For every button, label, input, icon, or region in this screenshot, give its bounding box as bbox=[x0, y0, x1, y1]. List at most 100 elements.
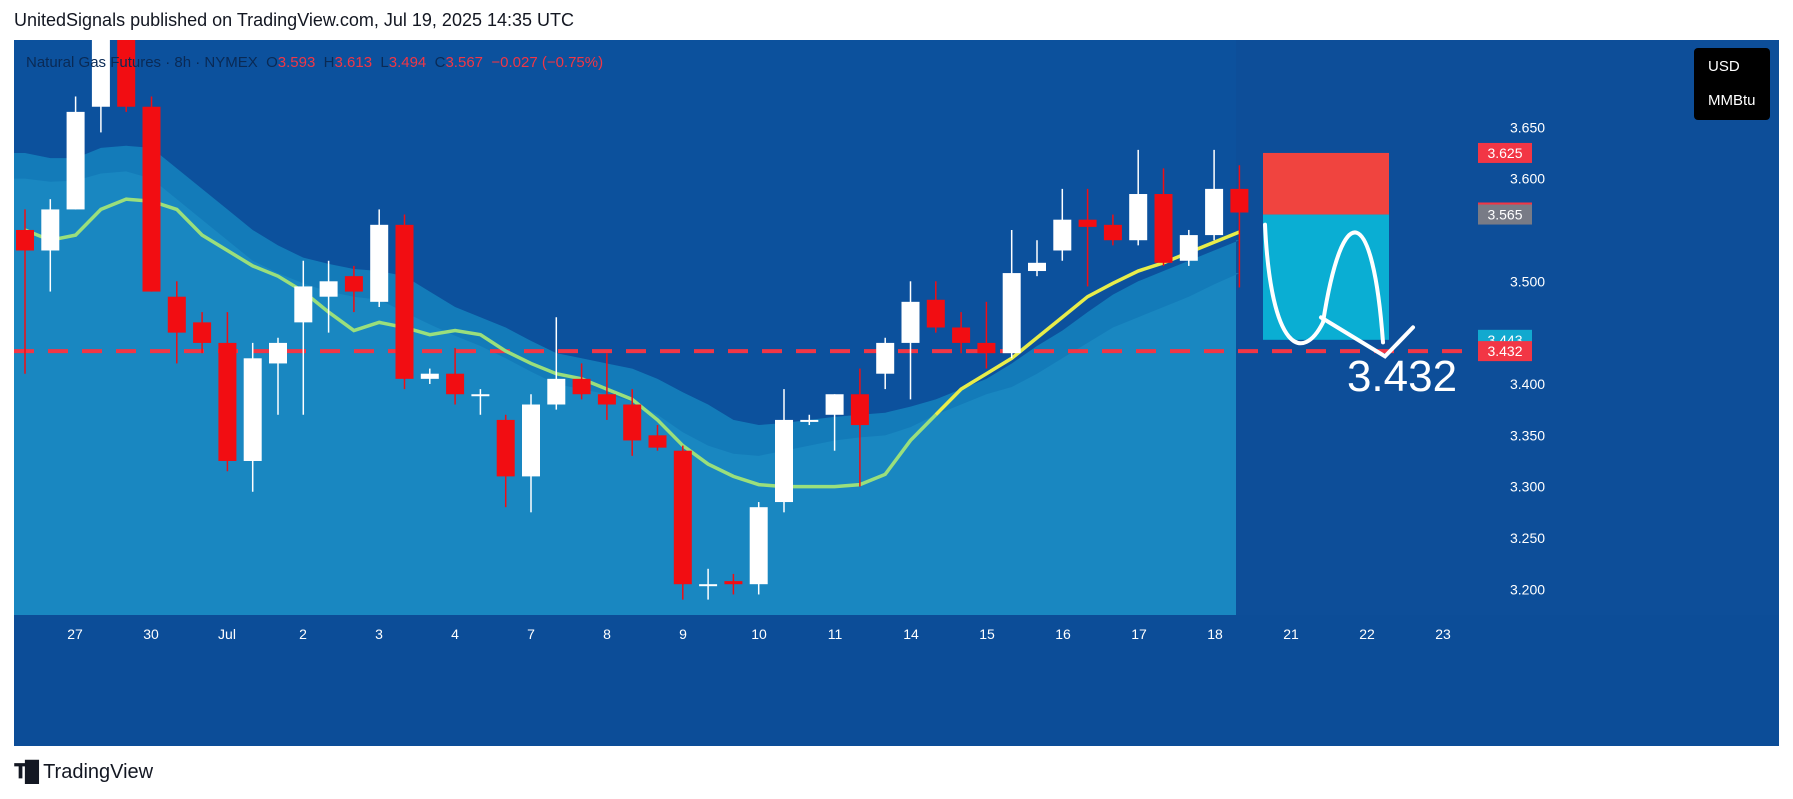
candle-body bbox=[724, 581, 743, 585]
unit-label[interactable]: MMBtu bbox=[1708, 92, 1756, 109]
candle-body bbox=[243, 358, 262, 461]
x-tick-label: 22 bbox=[1359, 626, 1375, 642]
candle-body bbox=[977, 342, 996, 354]
x-tick-label: 30 bbox=[143, 626, 159, 642]
target-annotation: 3.432 bbox=[1347, 352, 1457, 401]
low-label: L bbox=[380, 54, 389, 71]
stop-loss-zone[interactable] bbox=[1263, 152, 1389, 215]
candle-body bbox=[1154, 194, 1173, 263]
candle-body bbox=[395, 224, 414, 379]
price-label-text: 3.625 bbox=[1487, 145, 1522, 161]
x-tick-label: 23 bbox=[1435, 626, 1451, 642]
close-value: 3.567 bbox=[445, 54, 484, 71]
tradingview-logo-icon: 𝐓█ bbox=[14, 761, 39, 783]
candle-body bbox=[952, 327, 971, 343]
x-tick-label: 21 bbox=[1283, 626, 1299, 642]
candle-body bbox=[420, 373, 439, 379]
y-tick-label: 3.400 bbox=[1510, 376, 1545, 392]
candle-body bbox=[699, 584, 718, 587]
candle-body bbox=[800, 419, 819, 422]
candle-body bbox=[167, 296, 186, 333]
candle-body bbox=[901, 301, 920, 343]
candle-body bbox=[1230, 188, 1249, 213]
x-tick-label: 16 bbox=[1055, 626, 1071, 642]
candle-body bbox=[775, 419, 793, 503]
candle-body bbox=[522, 404, 540, 477]
price-label-tag bbox=[1478, 142, 1532, 163]
high-value: 3.613 bbox=[334, 54, 373, 71]
price-label-tag bbox=[1478, 204, 1532, 225]
symbol-name: Natural Gas Futures · 8h · NYMEX bbox=[26, 54, 258, 71]
x-tick-label: 14 bbox=[903, 626, 919, 642]
candle-body bbox=[876, 342, 895, 374]
chart-panel[interactable]: 3.432 3.200 3.250 3.300 3.350 3.400 3.500 3.600… bbox=[14, 40, 1779, 746]
candle-body bbox=[269, 342, 287, 364]
candle-body bbox=[648, 435, 667, 448]
y-tick-label: 3.250 bbox=[1510, 530, 1545, 546]
price-label-text: 3.432 bbox=[1487, 343, 1522, 359]
y-tick-label: 3.650 bbox=[1510, 119, 1545, 135]
candle-body bbox=[471, 394, 490, 397]
candle-body bbox=[319, 281, 338, 297]
y-tick-label: 3.200 bbox=[1510, 581, 1545, 597]
y-tick-label: 3.500 bbox=[1510, 273, 1545, 289]
brand-name: TradingView bbox=[43, 761, 154, 783]
high-label: H bbox=[323, 54, 335, 71]
y-tick-label: 3.300 bbox=[1510, 479, 1545, 495]
candle-body bbox=[1129, 194, 1148, 241]
candle-body bbox=[496, 419, 515, 477]
footer-brand: 𝐓█ TradingView bbox=[14, 761, 153, 784]
candle-body bbox=[597, 394, 616, 405]
x-tick-label: 2 bbox=[299, 626, 307, 642]
ema-cloud-inner bbox=[14, 171, 1240, 615]
candle-body bbox=[1179, 235, 1198, 261]
candle-body bbox=[1103, 224, 1122, 241]
x-tick-label: 7 bbox=[527, 626, 535, 642]
candle-body bbox=[66, 111, 85, 210]
currency-label[interactable]: USD bbox=[1708, 58, 1740, 75]
candle-body bbox=[193, 322, 212, 343]
publisher-header: UnitedSignals published on TradingView.c… bbox=[14, 10, 575, 30]
low-value: 3.494 bbox=[388, 54, 427, 71]
projection-arrow[interactable] bbox=[1263, 222, 1385, 346]
candle-body bbox=[218, 342, 237, 461]
candle-body bbox=[1002, 273, 1021, 354]
price-chart[interactable]: 3.432 3.200 3.250 3.300 3.350 3.400 3.500 3.600… bbox=[14, 40, 1779, 746]
arrow-head-icon bbox=[1319, 315, 1415, 359]
x-tick-label: 15 bbox=[979, 626, 995, 642]
x-tick-label: 17 bbox=[1131, 626, 1147, 642]
candle-body bbox=[825, 394, 844, 415]
close-label: C bbox=[434, 54, 446, 71]
x-tick-label: 9 bbox=[679, 626, 687, 642]
open-label: O bbox=[266, 54, 278, 71]
candle-body bbox=[547, 378, 566, 405]
x-tick-label: 8 bbox=[603, 626, 611, 642]
candle-body bbox=[41, 209, 60, 251]
candle-body bbox=[572, 378, 591, 395]
candle-body bbox=[1205, 188, 1224, 236]
candle-body bbox=[91, 40, 110, 107]
currency-unit-selector[interactable]: USD MMBtu bbox=[1694, 48, 1770, 120]
y-tick-label: 3.600 bbox=[1510, 171, 1545, 187]
x-tick-label: 4 bbox=[451, 626, 459, 642]
candle-body bbox=[623, 404, 642, 441]
price-label-tag bbox=[1478, 341, 1532, 362]
candle-body bbox=[1053, 219, 1072, 251]
candle-body bbox=[749, 507, 768, 585]
candle-body bbox=[1078, 219, 1097, 227]
candle-body bbox=[446, 373, 465, 395]
candle-body bbox=[673, 450, 692, 585]
y-tick-label: 3.350 bbox=[1510, 427, 1545, 443]
x-tick-label: 18 bbox=[1207, 626, 1223, 642]
candle-body bbox=[926, 299, 945, 328]
candle-body bbox=[16, 229, 34, 251]
open-value: 3.593 bbox=[277, 54, 316, 71]
x-tick-label: Jul bbox=[218, 626, 236, 642]
x-axis-strip bbox=[14, 615, 1779, 746]
candle-body bbox=[370, 224, 389, 302]
x-tick-label: 10 bbox=[751, 626, 767, 642]
candle-body bbox=[344, 276, 363, 292]
ohlc-legend: Natural Gas Futures · 8h · NYMEX O3.593 … bbox=[26, 54, 603, 71]
change-value: −0.027 (−0.75%) bbox=[491, 54, 604, 71]
x-tick-label: 3 bbox=[375, 626, 383, 642]
